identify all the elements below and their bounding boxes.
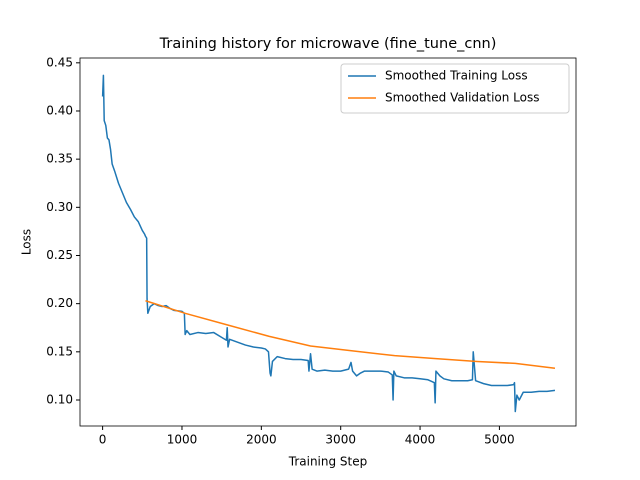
y-tick-label: 0.25	[46, 248, 73, 262]
line-series	[145, 300, 556, 369]
x-tick-label: 1000	[167, 433, 198, 447]
x-tick-label: 0	[99, 433, 107, 447]
x-tick-label: 3000	[325, 433, 356, 447]
plot-frame	[79, 57, 577, 427]
legend-label: Smoothed Validation Loss	[385, 91, 540, 105]
line-series	[101, 74, 556, 413]
y-tick-label: 0.10	[46, 392, 73, 406]
y-tick-label: 0.15	[46, 344, 73, 358]
y-tick-label: 0.35	[46, 152, 73, 166]
x-tick-label: 5000	[484, 433, 515, 447]
legend-label: Smoothed Training Loss	[385, 69, 528, 83]
x-tick-label: 4000	[405, 433, 436, 447]
chart-title: Training history for microwave (fine_tun…	[159, 36, 497, 52]
x-axis-label: Training Step	[288, 455, 368, 469]
y-tick-label: 0.40	[46, 103, 73, 117]
y-tick-label: 0.20	[46, 296, 73, 310]
x-tick-label: 2000	[246, 433, 277, 447]
legend-box	[340, 63, 570, 114]
y-tick-label: 0.45	[46, 55, 73, 69]
y-axis-label: Loss	[20, 229, 34, 255]
y-tick-label: 0.30	[46, 200, 73, 214]
